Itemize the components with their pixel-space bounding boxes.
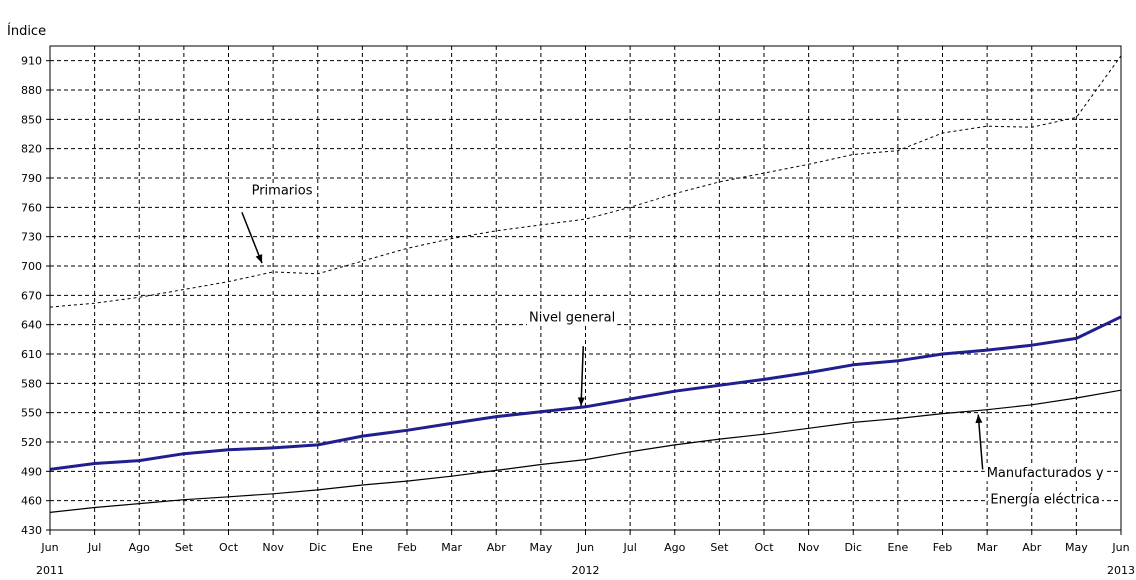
x-tick-label: Jul bbox=[622, 541, 636, 554]
annotation-label: Energía eléctrica bbox=[990, 493, 1099, 508]
series-line-manufacturados-y-energía-eléctrica bbox=[49, 389, 1122, 513]
x-tick-label: Nov bbox=[798, 541, 820, 554]
y-tick-label: 610 bbox=[21, 348, 42, 361]
y-tick-label: 490 bbox=[21, 465, 42, 478]
annotation-background bbox=[984, 466, 1106, 482]
annotation-label: Nivel general bbox=[529, 311, 615, 326]
x-tick-label: Set bbox=[710, 541, 729, 554]
y-tick-label: 430 bbox=[21, 524, 42, 537]
series-lines bbox=[49, 55, 1122, 513]
year-label: 2012 bbox=[572, 564, 600, 577]
annotation-arrow bbox=[241, 211, 263, 264]
year-label: 2011 bbox=[36, 564, 64, 577]
x-tick-label: Dic bbox=[309, 541, 327, 554]
annotation-background bbox=[527, 310, 618, 326]
y-tick-label: 550 bbox=[21, 407, 42, 420]
y-axis-title: Índice bbox=[7, 23, 46, 39]
annotation-label: Primarios bbox=[252, 184, 313, 199]
x-tick-label: Ene bbox=[888, 541, 909, 554]
series-line-nivel-general bbox=[49, 315, 1122, 471]
annotations: Primarios Nivel general Manufacturados y En… bbox=[241, 183, 1106, 508]
annotation-background bbox=[988, 492, 1102, 508]
x-tick-label: Oct bbox=[219, 541, 239, 554]
y-tick-label: 910 bbox=[21, 55, 42, 68]
annotation-arrowhead bbox=[975, 414, 983, 424]
x-tick-label: Feb bbox=[397, 541, 416, 554]
y-tick-label: 820 bbox=[21, 143, 42, 156]
x-tick-label: Dic bbox=[844, 541, 862, 554]
y-tick-label: 850 bbox=[21, 113, 42, 126]
x-tick-label: May bbox=[1065, 541, 1088, 554]
y-tick-label: 790 bbox=[21, 172, 42, 185]
y-tick-label: 460 bbox=[21, 495, 42, 508]
x-tick-label: Abr bbox=[1022, 541, 1042, 554]
x-tick-label: May bbox=[530, 541, 553, 554]
y-tick-label: 670 bbox=[21, 289, 42, 302]
x-tick-label: Nov bbox=[262, 541, 284, 554]
x-tick-label: Mar bbox=[977, 541, 998, 554]
y-tick-label: 730 bbox=[21, 231, 42, 244]
annotation-background bbox=[249, 183, 315, 199]
x-tick-label: Set bbox=[175, 541, 194, 554]
annotation-arrow bbox=[580, 346, 585, 406]
y-tick-label: 700 bbox=[21, 260, 42, 273]
year-label: 2013 bbox=[1107, 564, 1135, 577]
x-tick-label: Ene bbox=[352, 541, 373, 554]
x-tick-label: Jun bbox=[1111, 541, 1129, 554]
gridlines bbox=[49, 46, 1122, 530]
annotation-label: Manufacturados y bbox=[987, 466, 1104, 481]
annotation-arrowhead bbox=[577, 397, 585, 406]
x-tick-label: Abr bbox=[487, 541, 507, 554]
y-tick-label: 880 bbox=[21, 84, 42, 97]
annotation-arrowhead bbox=[255, 254, 263, 264]
x-tick-label: Jun bbox=[576, 541, 594, 554]
x-tick-label: Ago bbox=[129, 541, 151, 554]
x-tick-label: Oct bbox=[754, 541, 774, 554]
x-tick-label: Feb bbox=[933, 541, 952, 554]
y-tick-label: 760 bbox=[21, 201, 42, 214]
y-tick-label: 520 bbox=[21, 436, 42, 449]
axes: 430 460 490 520 550 580 610 640 670 700 730 760 790 8… bbox=[21, 45, 1135, 577]
x-tick-label: Mar bbox=[441, 541, 462, 554]
x-tick-label: Jun bbox=[40, 541, 58, 554]
y-tick-label: 580 bbox=[21, 377, 42, 390]
y-tick-label: 640 bbox=[21, 319, 42, 332]
x-tick-label: Ago bbox=[664, 541, 686, 554]
series-line-primarios bbox=[49, 55, 1122, 308]
annotation-arrow bbox=[977, 414, 984, 470]
x-tick-label: Jul bbox=[87, 541, 101, 554]
